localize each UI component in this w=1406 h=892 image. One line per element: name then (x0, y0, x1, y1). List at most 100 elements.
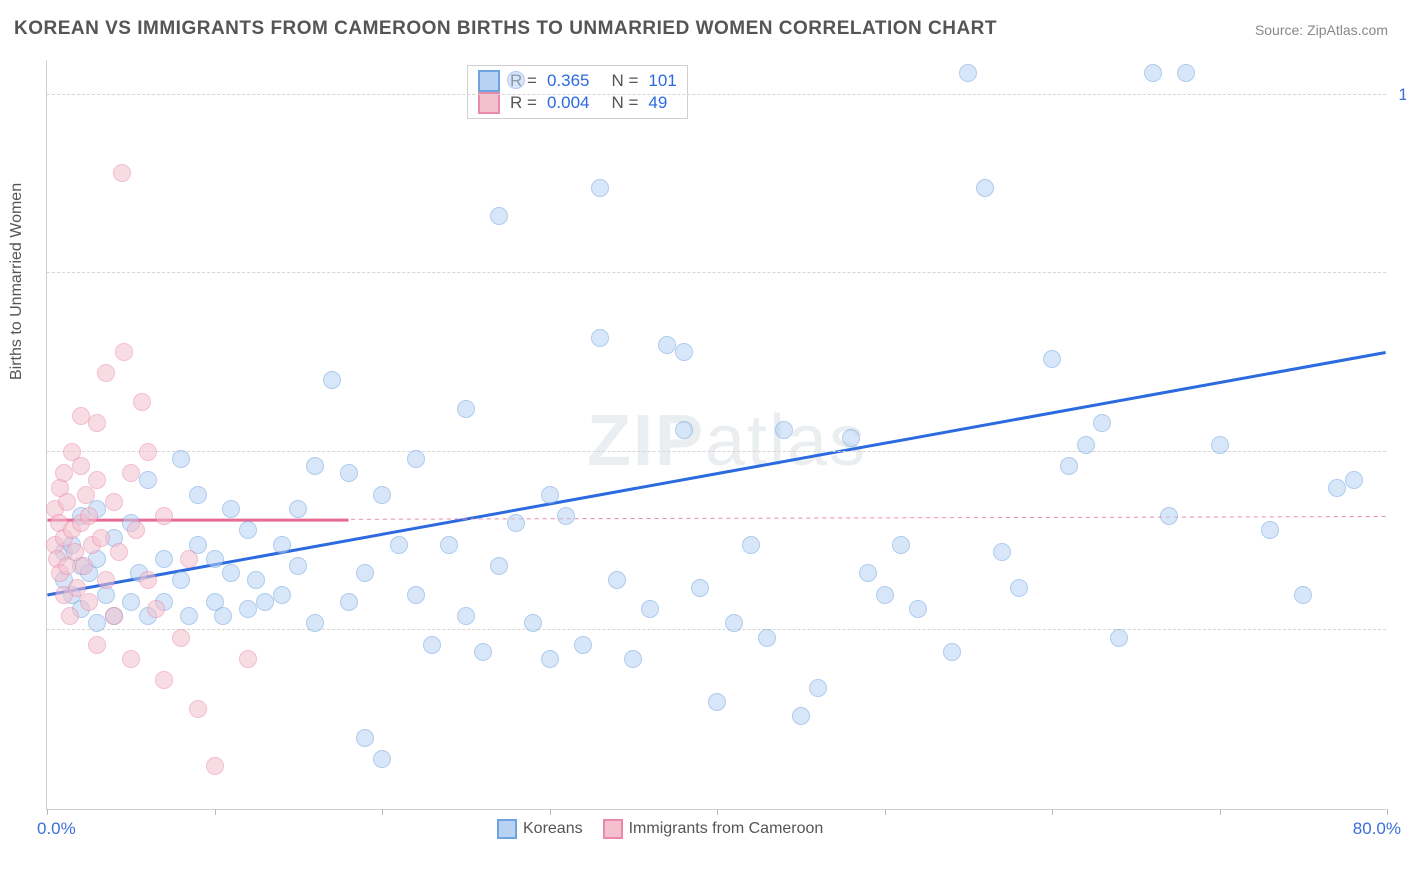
scatter-point (1294, 586, 1312, 604)
scatter-point (122, 464, 140, 482)
scatter-point (809, 679, 827, 697)
gridline (47, 94, 1386, 95)
scatter-point (222, 564, 240, 582)
scatter-point (122, 650, 140, 668)
scatter-point (407, 450, 425, 468)
scatter-point (155, 507, 173, 525)
scatter-point (541, 650, 559, 668)
scatter-point (457, 607, 475, 625)
scatter-point (72, 457, 90, 475)
scatter-point (97, 571, 115, 589)
x-tick (382, 809, 383, 815)
scatter-point (239, 600, 257, 618)
y-tick-label: 100.0% (1396, 85, 1406, 105)
x-min-label: 0.0% (37, 819, 76, 839)
y-tick-label: 50.0% (1396, 442, 1406, 462)
scatter-point (189, 486, 207, 504)
scatter-point (976, 179, 994, 197)
scatter-point (708, 693, 726, 711)
scatter-point (440, 536, 458, 554)
scatter-point (591, 329, 609, 347)
scatter-point (507, 71, 525, 89)
scatter-point (88, 414, 106, 432)
scatter-point (1211, 436, 1229, 454)
scatter-point (842, 429, 860, 447)
scatter-point (675, 421, 693, 439)
scatter-point (206, 757, 224, 775)
scatter-point (75, 557, 93, 575)
scatter-point (289, 500, 307, 518)
scatter-point (1010, 579, 1028, 597)
scatter-point (273, 536, 291, 554)
x-tick (550, 809, 551, 815)
scatter-point (115, 343, 133, 361)
scatter-point (247, 571, 265, 589)
scatter-point (608, 571, 626, 589)
gridline (47, 451, 1386, 452)
legend-series: Koreans Immigrants from Cameroon (497, 819, 823, 839)
legend-stats: R =0.365N =101R =0.004N =49 (467, 65, 688, 119)
scatter-point (943, 643, 961, 661)
scatter-point (758, 629, 776, 647)
scatter-point (691, 579, 709, 597)
scatter-point (77, 486, 95, 504)
scatter-point (993, 543, 1011, 561)
x-tick (47, 809, 48, 815)
scatter-point (88, 471, 106, 489)
scatter-point (1261, 521, 1279, 539)
scatter-point (80, 593, 98, 611)
scatter-point (239, 650, 257, 668)
scatter-point (775, 421, 793, 439)
scatter-point (113, 164, 131, 182)
scatter-point (1077, 436, 1095, 454)
scatter-point (641, 600, 659, 618)
scatter-point (1177, 64, 1195, 82)
y-axis-label: Births to Unmarried Women (8, 183, 26, 380)
plot-area: ZIPatlas R =0.365N =101R =0.004N =49 0.0… (46, 60, 1386, 810)
scatter-point (1093, 414, 1111, 432)
legend-item: Immigrants from Cameroon (603, 819, 824, 839)
scatter-point (139, 571, 157, 589)
scatter-point (139, 443, 157, 461)
scatter-point (222, 500, 240, 518)
scatter-point (658, 336, 676, 354)
scatter-point (340, 593, 358, 611)
scatter-point (742, 536, 760, 554)
scatter-point (1043, 350, 1061, 368)
scatter-point (959, 64, 977, 82)
scatter-point (155, 671, 173, 689)
scatter-point (507, 514, 525, 532)
scatter-point (92, 529, 110, 547)
scatter-point (574, 636, 592, 654)
scatter-point (524, 614, 542, 632)
scatter-point (97, 364, 115, 382)
scatter-point (390, 536, 408, 554)
scatter-point (239, 521, 257, 539)
gridline (47, 272, 1386, 273)
scatter-point (127, 521, 145, 539)
scatter-point (892, 536, 910, 554)
scatter-point (541, 486, 559, 504)
x-max-label: 80.0% (1353, 819, 1401, 839)
scatter-point (474, 643, 492, 661)
watermark: ZIPatlas (587, 400, 867, 482)
scatter-point (557, 507, 575, 525)
scatter-point (172, 571, 190, 589)
scatter-point (189, 700, 207, 718)
scatter-point (172, 450, 190, 468)
scatter-point (725, 614, 743, 632)
x-tick (1387, 809, 1388, 815)
legend-item: Koreans (497, 819, 583, 839)
scatter-point (423, 636, 441, 654)
scatter-point (356, 564, 374, 582)
legend-stat-row: R =0.004N =49 (478, 92, 677, 114)
scatter-point (88, 636, 106, 654)
scatter-point (133, 393, 151, 411)
scatter-point (147, 600, 165, 618)
scatter-point (88, 614, 106, 632)
x-tick (717, 809, 718, 815)
scatter-point (1160, 507, 1178, 525)
scatter-point (490, 207, 508, 225)
scatter-point (289, 557, 307, 575)
scatter-point (55, 464, 73, 482)
